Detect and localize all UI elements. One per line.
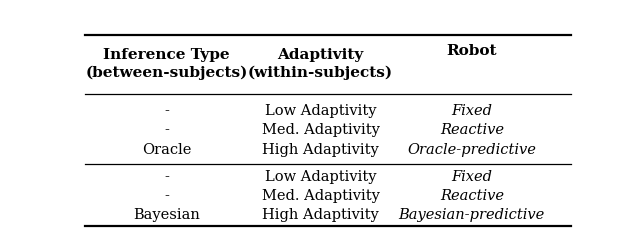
- Text: Reactive: Reactive: [440, 189, 504, 203]
- Text: Low Adaptivity: Low Adaptivity: [265, 170, 376, 184]
- Text: Oracle-predictive: Oracle-predictive: [408, 143, 536, 157]
- Text: High Adaptivity: High Adaptivity: [262, 208, 379, 222]
- Text: Adaptivity
(within-subjects): Adaptivity (within-subjects): [248, 49, 393, 80]
- Text: Bayesian-predictive: Bayesian-predictive: [399, 208, 545, 222]
- Text: Med. Adaptivity: Med. Adaptivity: [262, 189, 380, 203]
- Text: Robot: Robot: [447, 44, 497, 58]
- Text: -: -: [164, 104, 169, 119]
- Text: Fixed: Fixed: [451, 170, 492, 184]
- Text: High Adaptivity: High Adaptivity: [262, 143, 379, 157]
- Text: Med. Adaptivity: Med. Adaptivity: [262, 123, 380, 137]
- Text: -: -: [164, 170, 169, 184]
- Text: -: -: [164, 189, 169, 203]
- Text: Oracle: Oracle: [142, 143, 191, 157]
- Text: Low Adaptivity: Low Adaptivity: [265, 104, 376, 119]
- Text: Bayesian: Bayesian: [133, 208, 200, 222]
- Text: Reactive: Reactive: [440, 123, 504, 137]
- Text: Inference Type
(between-subjects): Inference Type (between-subjects): [86, 49, 248, 80]
- Text: Fixed: Fixed: [451, 104, 492, 119]
- Text: -: -: [164, 123, 169, 137]
